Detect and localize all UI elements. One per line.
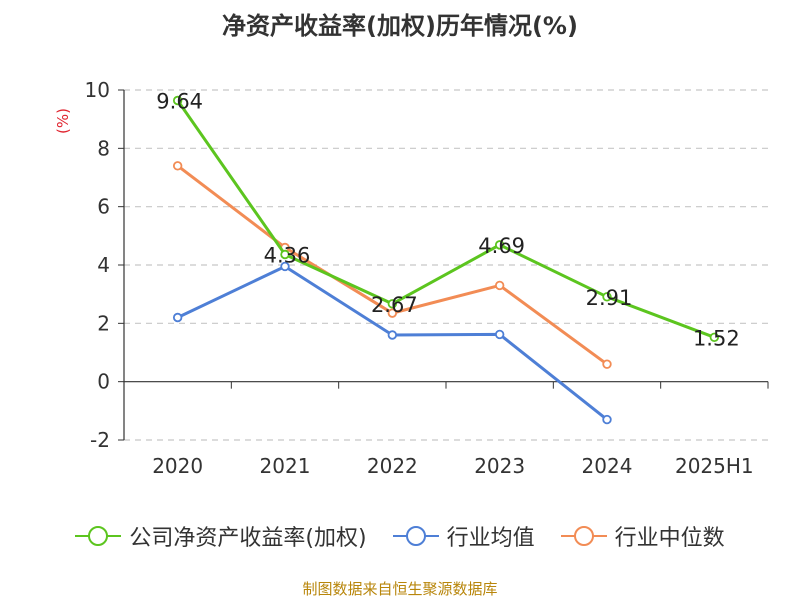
data-point[interactable] [172, 161, 183, 171]
x-tick-label: 2022 [367, 454, 418, 478]
y-tick-label: -2 [90, 428, 110, 452]
data-point[interactable] [602, 414, 612, 425]
data-label: 1.52 [693, 326, 740, 350]
axes: -2 0 2 4 6 8 10 2020 2021 2022 2023 2024 2025H1 [85, 78, 769, 478]
y-tick-label: 4 [97, 253, 110, 277]
series-lines [172, 95, 720, 425]
data-label: 4.69 [478, 234, 525, 258]
series-line [176, 99, 715, 339]
data-point[interactable] [602, 359, 612, 369]
data-point[interactable] [494, 329, 505, 340]
x-tick-label: 2023 [474, 454, 525, 478]
data-point[interactable] [280, 261, 290, 272]
legend-label-company: 公司净资产收益率(加权) [129, 526, 367, 551]
data-point[interactable] [602, 292, 612, 302]
data-point[interactable] [494, 280, 505, 291]
y-tick-label: 2 [97, 311, 110, 335]
legend-marker-company [75, 526, 122, 546]
x-tick-label: 2020 [152, 454, 203, 478]
y-tick-label: 10 [85, 78, 110, 102]
legend-item-industry-median[interactable]: 行业中位数 [560, 520, 725, 552]
legend-item-industry-mean[interactable]: 行业均值 [392, 520, 535, 552]
series-line [177, 264, 608, 421]
legend-marker-industry-median [560, 526, 607, 546]
data-label: 4.36 [264, 244, 311, 268]
data-label: 2.91 [586, 286, 633, 310]
data-source-note: 制图数据来自恒生聚源数据库 [302, 580, 498, 598]
y-tick-label: 0 [97, 370, 110, 394]
data-point[interactable] [709, 332, 720, 343]
data-point[interactable] [494, 240, 505, 250]
data-point[interactable] [280, 249, 290, 260]
y-tick-label: 8 [97, 136, 110, 160]
legend: 公司净资产收益率(加权) 行业均值 行业中位数 [0, 520, 800, 552]
chart-title: 净资产收益率(加权)历年情况(%) [222, 12, 578, 40]
x-tick-label: 2024 [582, 454, 633, 478]
legend-marker-industry-mean [392, 526, 439, 546]
legend-item-company[interactable]: 公司净资产收益率(加权) [75, 520, 367, 552]
data-label: 2.67 [371, 293, 418, 317]
data-point[interactable] [387, 299, 398, 309]
gridlines [124, 89, 768, 441]
legend-label-industry-mean: 行业均值 [446, 526, 535, 551]
data-point[interactable] [387, 330, 398, 340]
x-tick-label: 2025H1 [675, 454, 754, 478]
x-tick-label: 2021 [260, 454, 311, 478]
y-tick-label: 6 [97, 195, 110, 219]
data-point[interactable] [172, 312, 183, 323]
data-point[interactable] [172, 95, 183, 106]
data-label: 9.64 [156, 90, 203, 114]
data-point[interactable] [387, 308, 398, 318]
data-labels: 9.64 4.36 2.67 4.69 2.91 1.52 [156, 90, 739, 351]
legend-label-industry-median: 行业中位数 [614, 526, 725, 551]
